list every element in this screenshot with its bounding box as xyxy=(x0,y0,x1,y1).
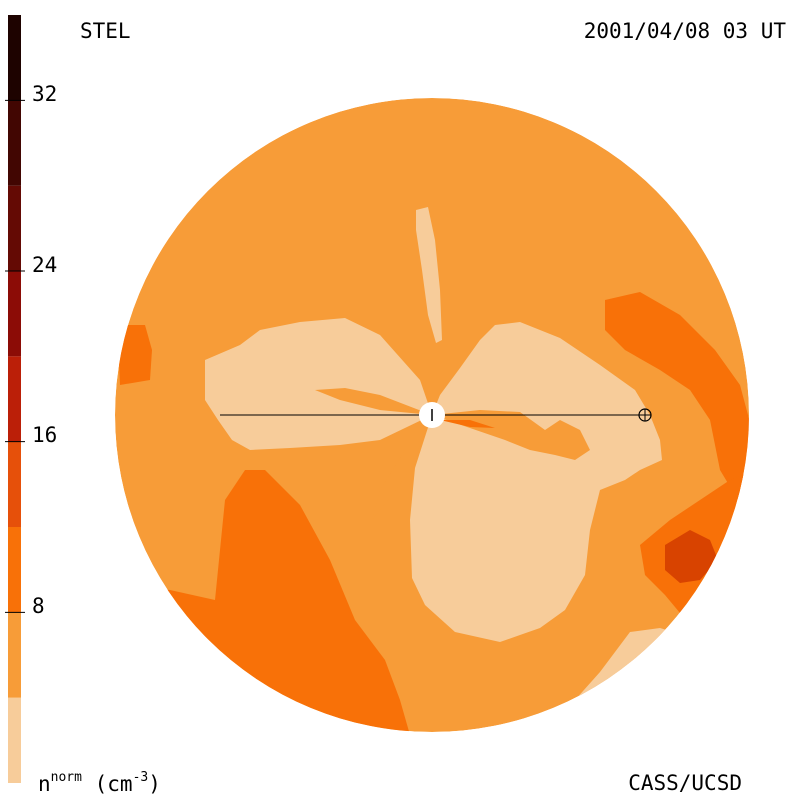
unit-exponent: -3 xyxy=(132,770,149,785)
density-region-upper-left xyxy=(118,325,152,385)
unit-symbol: n xyxy=(38,772,51,796)
colorbar-band-1 xyxy=(8,612,21,698)
colorbar-band-6 xyxy=(8,185,21,271)
colorbar-band-0 xyxy=(8,697,21,783)
timestamp-label: 2001/04/08 03 UT xyxy=(583,19,786,43)
colorbar-tick-label-32: 32 xyxy=(32,82,58,106)
unit-close: ) xyxy=(148,772,161,796)
density-region-central xyxy=(205,318,662,642)
density-ray-right-inner xyxy=(440,420,495,428)
colorbar-band-3 xyxy=(8,441,21,527)
colorbar-band-7 xyxy=(8,100,21,186)
density-region-plume xyxy=(416,207,442,343)
credit-label: CASS/UCSD xyxy=(628,771,742,795)
density-region-peak xyxy=(665,530,718,583)
colorbar-band-4 xyxy=(8,356,21,442)
instrument-label: STEL xyxy=(80,19,131,43)
colorbar-unit-label: nnorm (cm-3) xyxy=(38,770,161,796)
colorbar-band-2 xyxy=(8,527,21,613)
colorbar xyxy=(5,15,25,783)
colorbar-tick-label-24: 24 xyxy=(32,253,58,277)
density-ray-left xyxy=(315,388,432,415)
unit-superscript: norm xyxy=(50,770,82,785)
colorbar-band-5 xyxy=(8,271,21,357)
unit-text: (cm xyxy=(94,772,133,796)
earth-icon xyxy=(638,408,652,422)
colorbar-band-8 xyxy=(8,15,21,101)
density-region-right-band xyxy=(605,292,749,500)
colorbar-tick-label-16: 16 xyxy=(32,423,58,447)
colorbar-tick-label-8: 8 xyxy=(32,594,45,618)
density-ray-down-small xyxy=(398,450,410,475)
